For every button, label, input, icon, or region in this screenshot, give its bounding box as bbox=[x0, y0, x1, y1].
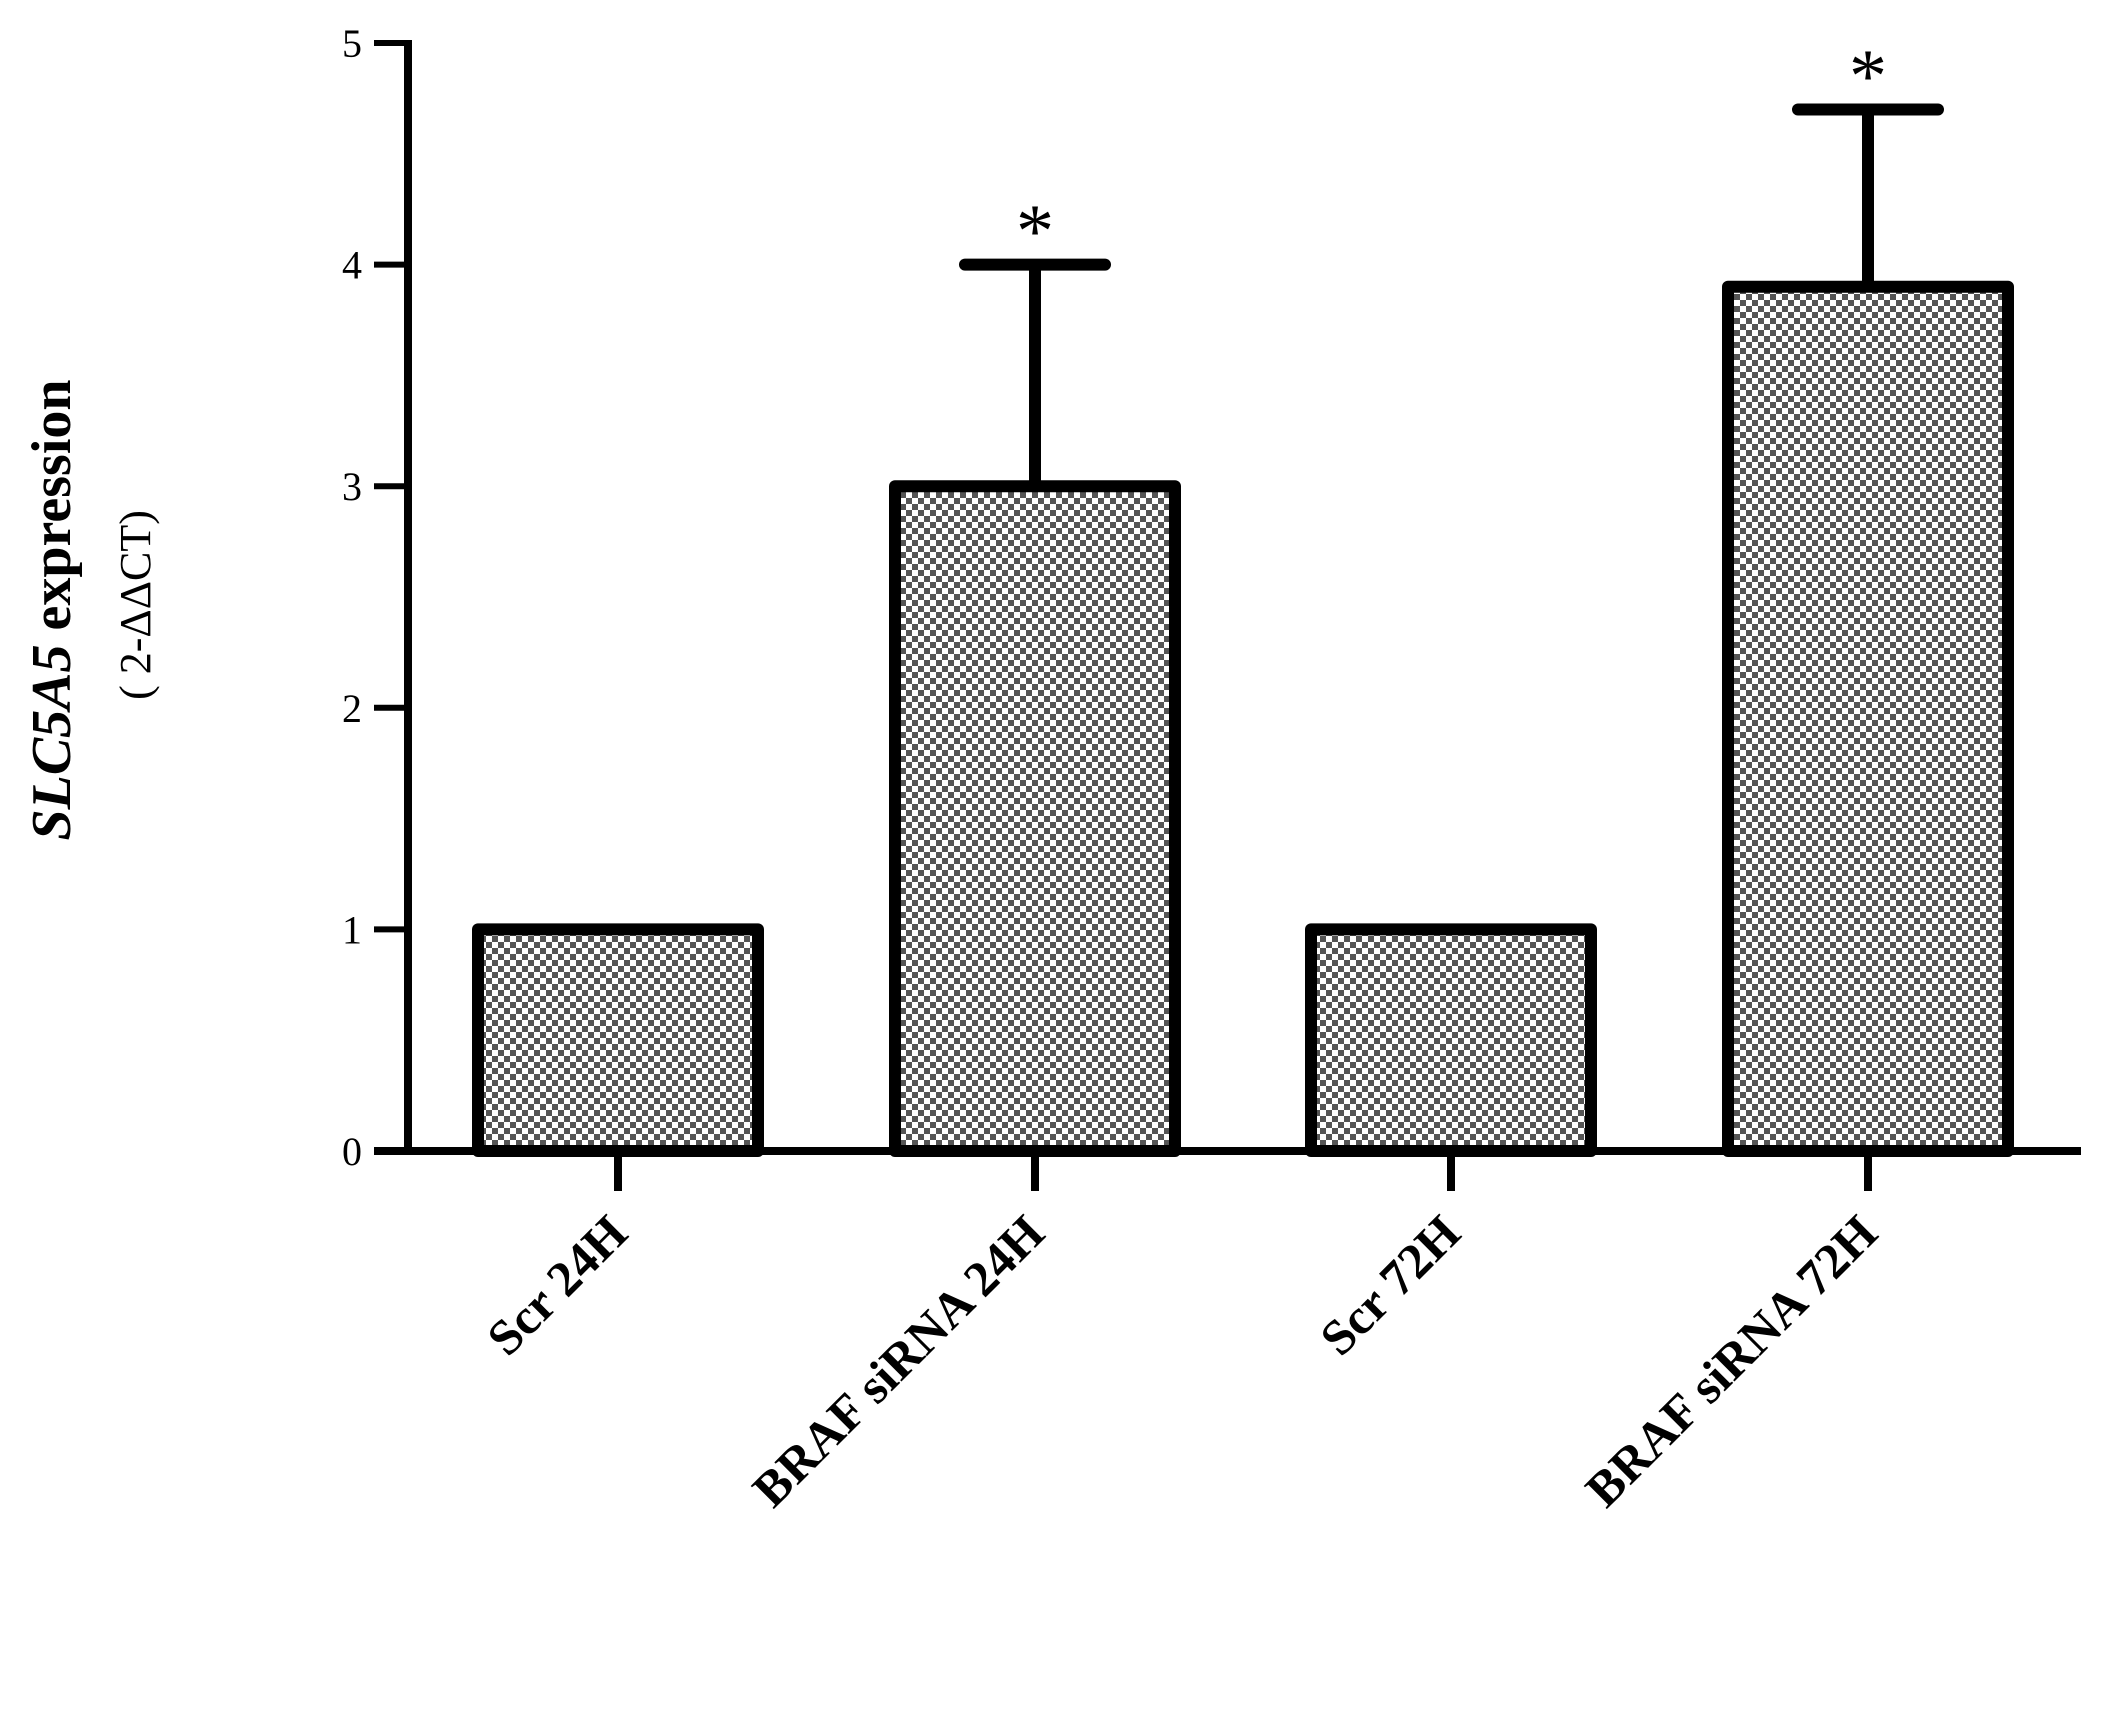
y-axis-ticks: 0 1 2 3 4 5 bbox=[342, 21, 408, 1174]
bar bbox=[472, 923, 764, 1158]
category-label: Scr 72H bbox=[1309, 1204, 1471, 1366]
bars bbox=[472, 280, 2014, 1158]
significance-asterisk: * bbox=[1016, 190, 1054, 274]
significance-asterisk: * bbox=[1849, 34, 1887, 118]
y-axis-title: SLC5A5 expression ( 2-ΔΔCT) bbox=[21, 379, 160, 840]
category-label: BRAF siRNA 72H bbox=[1574, 1204, 1887, 1517]
bar bbox=[1722, 280, 2014, 1157]
y-axis-title-rest: expression bbox=[21, 379, 83, 644]
y-axis-title-gene: SLC5A5 bbox=[21, 644, 83, 840]
y-axis-title-main: SLC5A5 expression bbox=[21, 379, 83, 840]
y-tick-label: 2 bbox=[342, 686, 362, 731]
bar bbox=[889, 480, 1181, 1157]
y-tick-label: 1 bbox=[342, 907, 362, 952]
category-labels: Scr 24H BRAF siRNA 24H Scr 72H BRAF siRNA 7… bbox=[476, 1204, 1888, 1517]
significance-markers: ** bbox=[1016, 34, 1887, 273]
category-label: Scr 24H bbox=[476, 1204, 638, 1366]
bar bbox=[1305, 923, 1597, 1158]
y-tick-label: 5 bbox=[342, 21, 362, 66]
y-axis-title-unit: ( 2-ΔΔCT) bbox=[111, 510, 160, 700]
x-axis-ticks bbox=[614, 1151, 1872, 1191]
y-tick-label: 0 bbox=[342, 1129, 362, 1174]
category-label: BRAF siRNA 24H bbox=[741, 1204, 1054, 1517]
error-bars bbox=[959, 103, 1944, 487]
y-tick-label: 3 bbox=[342, 464, 362, 509]
y-tick-label: 4 bbox=[342, 243, 362, 288]
